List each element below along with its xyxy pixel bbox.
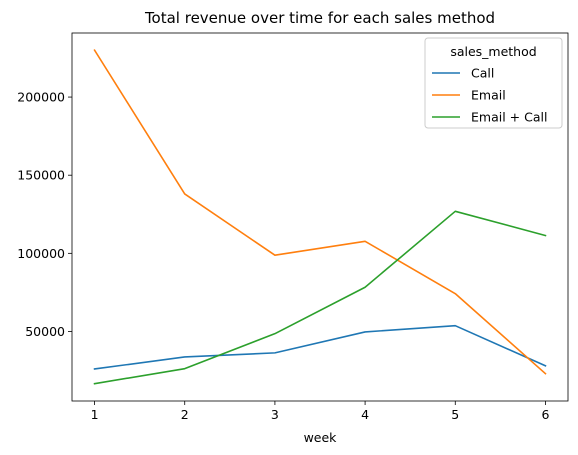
plot-area-frame — [71, 32, 569, 402]
x-axis-ticks: 1 2 3 4 5 6 — [91, 401, 549, 422]
x-tick-label: 2 — [181, 407, 189, 422]
y-tick-label: 150000 — [17, 168, 65, 183]
x-tick-label: 1 — [91, 407, 99, 422]
legend-title: sales_method — [450, 44, 536, 59]
series-line-email-call — [93, 210, 547, 385]
x-tick-label: 6 — [541, 407, 549, 422]
series-line-call — [93, 324, 547, 370]
x-tick-label: 5 — [451, 407, 459, 422]
legend-label-email: Email — [471, 88, 506, 103]
y-tick-label: 50000 — [25, 324, 65, 339]
legend-label-email-call: Email + Call — [471, 110, 547, 125]
legend-box — [424, 37, 563, 129]
x-tick-label: 3 — [271, 407, 279, 422]
y-tick-label: 200000 — [17, 90, 65, 105]
legend: sales_method Call Email Email + Call — [424, 37, 563, 129]
y-tick-label: 100000 — [17, 246, 65, 261]
chart-title: Total revenue over time for each sales m… — [144, 9, 495, 27]
legend-label-call: Call — [471, 66, 494, 81]
series-layer — [93, 49, 547, 385]
y-axis-ticks: 50000 100000 150000 200000 — [17, 90, 72, 339]
x-axis-label: week — [304, 430, 338, 445]
legend-entries: Call Email Email + Call — [432, 66, 547, 125]
series-line-email — [93, 49, 547, 375]
x-tick-label: 4 — [361, 407, 369, 422]
